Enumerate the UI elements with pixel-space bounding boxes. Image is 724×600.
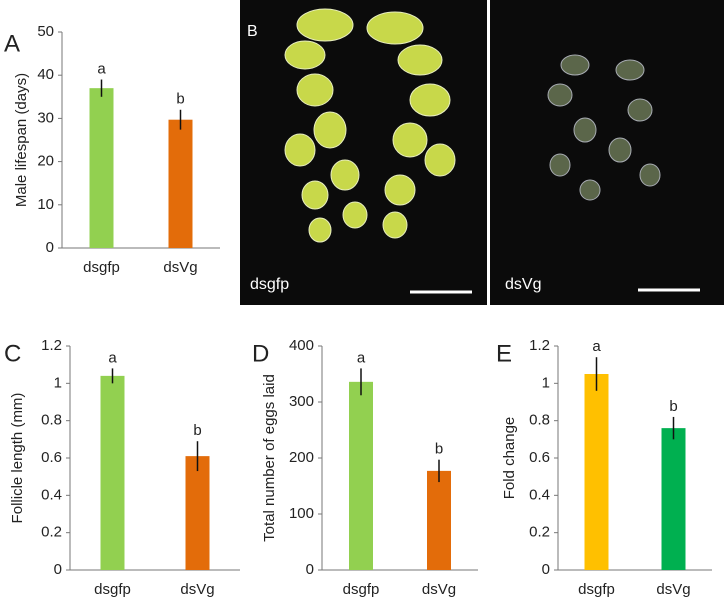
y-tick-label: 200 [289, 449, 314, 466]
y-tick-label: 300 [289, 393, 314, 410]
x-tick-label: dsgfp [94, 581, 131, 598]
bar [89, 88, 114, 248]
x-tick-label: dsVg [422, 581, 456, 598]
x-tick-label: dsVg [180, 581, 214, 598]
y-tick-label: 0 [46, 239, 54, 256]
y-tick-label: 0 [306, 561, 314, 578]
significance-label: a [108, 349, 117, 366]
significance-label: a [592, 338, 601, 355]
y-tick-label: 0.2 [529, 524, 550, 541]
y-tick-label: 0.8 [529, 412, 550, 429]
significance-label: a [357, 349, 366, 366]
y-tick-label: 0.8 [41, 412, 62, 429]
y-tick-label: 0.6 [529, 449, 550, 466]
significance-label: a [97, 60, 106, 77]
photo-label: dsVg [505, 276, 541, 293]
y-tick-label: 1.2 [41, 337, 62, 354]
x-tick-label: dsVg [656, 581, 690, 598]
y-tick-label: 1 [54, 374, 62, 391]
y-axis-label: Total number of eggs laid [261, 374, 278, 542]
x-tick-label: dsgfp [578, 581, 615, 598]
bar [349, 381, 373, 570]
y-tick-label: 0 [54, 561, 62, 578]
panel-label: B [247, 23, 258, 40]
photo-right [490, 0, 724, 305]
bar [185, 456, 210, 570]
y-axis-label: Fold change [501, 417, 518, 500]
y-tick-label: 40 [37, 66, 54, 83]
panel-label: E [496, 340, 512, 367]
y-tick-label: 10 [37, 196, 54, 213]
panel-label: A [4, 30, 20, 57]
y-tick-label: 0.6 [41, 449, 62, 466]
y-tick-label: 50 [37, 23, 54, 40]
y-tick-label: 400 [289, 337, 314, 354]
y-axis-label: Follicle length (mm) [9, 393, 26, 524]
ovarioles-right [547, 54, 661, 201]
y-tick-label: 0.4 [41, 486, 62, 503]
x-tick-label: dsVg [163, 259, 197, 276]
x-tick-label: dsgfp [343, 581, 380, 598]
significance-label: b [176, 91, 184, 108]
y-tick-label: 30 [37, 109, 54, 126]
y-axis-label: Male lifespan (days) [13, 73, 30, 207]
significance-label: b [435, 441, 443, 458]
y-tick-label: 20 [37, 153, 54, 170]
bar [427, 470, 451, 570]
photo: B dsgfp dsVg [240, 0, 724, 305]
y-tick-label: 1.2 [529, 337, 550, 354]
y-tick-label: 0 [542, 561, 550, 578]
y-tick-label: 1 [542, 374, 550, 391]
bar [100, 375, 125, 570]
significance-label: b [669, 398, 677, 415]
panel-label: D [252, 340, 269, 367]
significance-label: b [193, 422, 201, 439]
bar [584, 374, 609, 570]
panel-label: C [4, 340, 21, 367]
y-tick-label: 100 [289, 505, 314, 522]
x-tick-label: dsgfp [83, 259, 120, 276]
y-tick-label: 0.2 [41, 524, 62, 541]
ovarioles-left [284, 8, 456, 243]
bar [661, 428, 686, 570]
photo-label: dsgfp [250, 276, 289, 293]
y-tick-label: 0.4 [529, 486, 550, 503]
bar [168, 119, 193, 248]
